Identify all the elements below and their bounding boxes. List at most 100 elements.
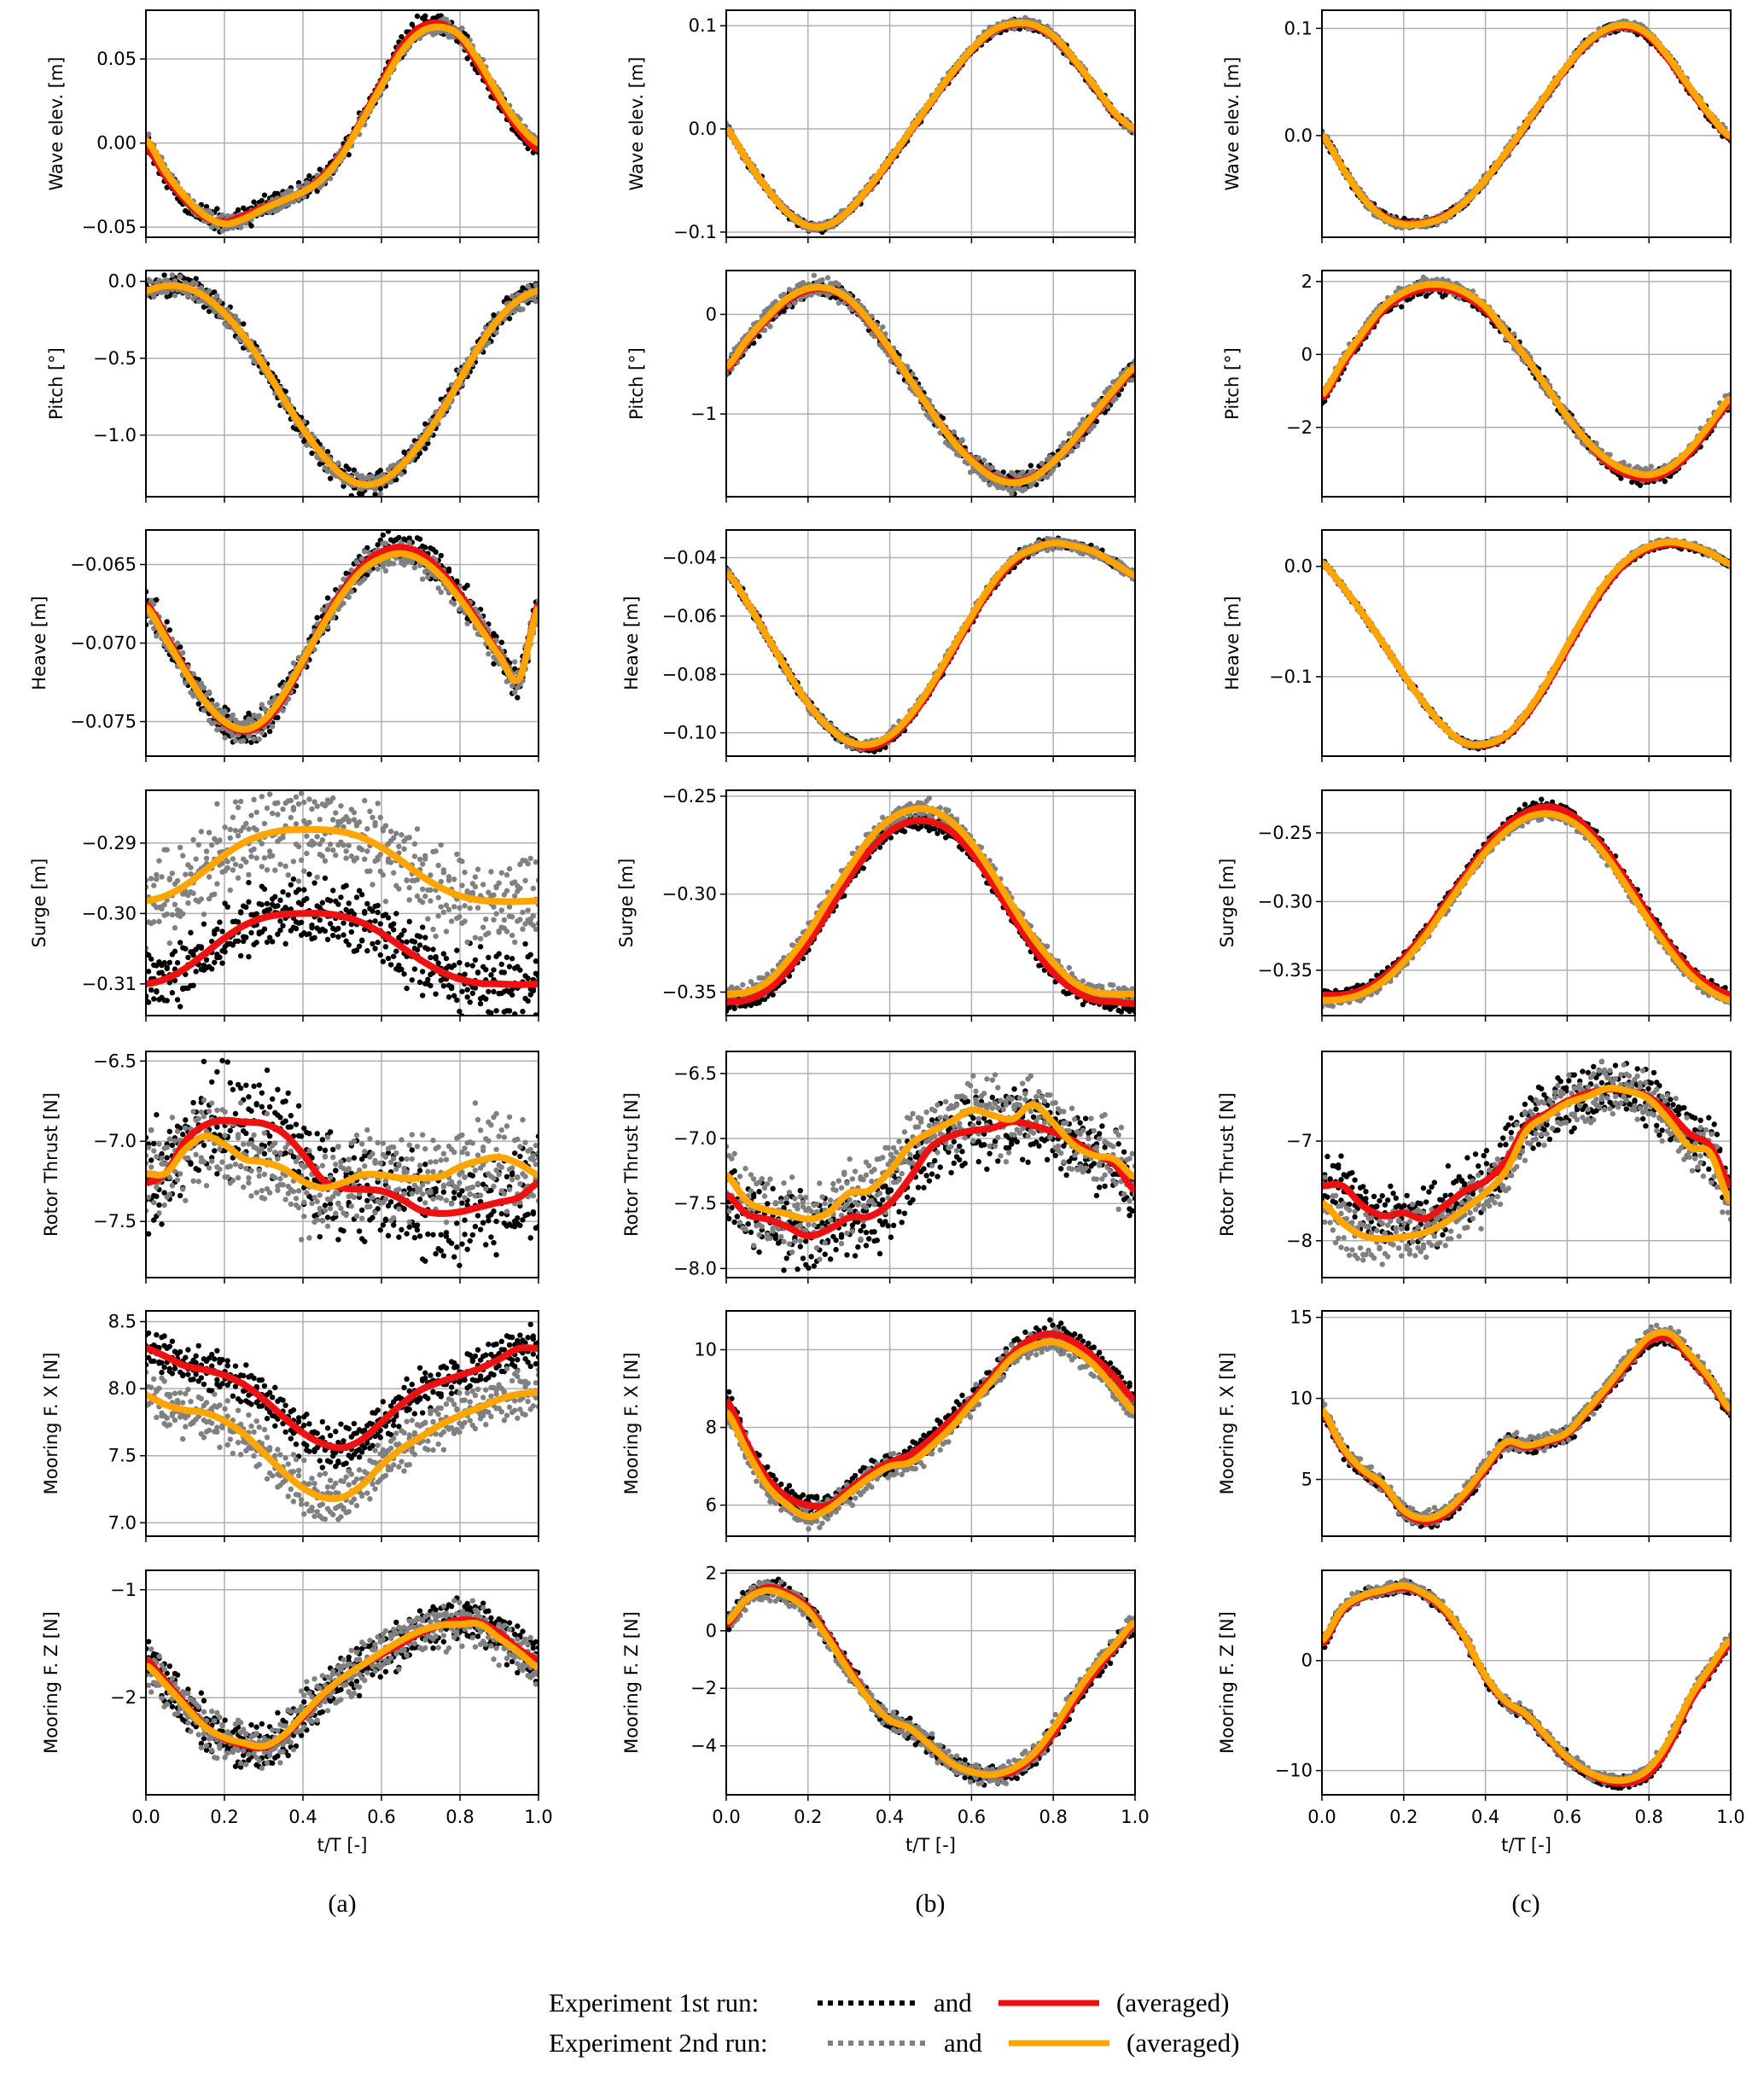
scatter-point (198, 1158, 205, 1165)
scatter-point (451, 962, 457, 969)
scatter-point (243, 904, 249, 911)
scatter-point (174, 1128, 181, 1134)
scatter-point (362, 1149, 368, 1155)
scatter-point (272, 1140, 278, 1146)
scatter-point (501, 925, 508, 931)
scatter-point (269, 853, 276, 859)
scatter-point (377, 1435, 383, 1441)
scatter-point (282, 1098, 288, 1104)
scatter-point (520, 306, 526, 312)
scatter-point (411, 939, 418, 945)
scatter-point (520, 1116, 526, 1123)
scatter-point (416, 942, 423, 948)
scatter-point (506, 1114, 513, 1120)
scatter-point (486, 988, 492, 995)
scatter-point (527, 1363, 533, 1370)
scatter-point (380, 872, 387, 878)
scatter-point (190, 836, 196, 843)
scatter-point (177, 274, 183, 280)
y-tick-label: −6.5 (93, 1051, 137, 1071)
scatter-point (232, 1383, 239, 1389)
scatter-point (261, 855, 268, 861)
scatter-point (375, 542, 381, 548)
scatter-point (335, 934, 341, 940)
scatter-point (443, 1220, 450, 1226)
scatter-point (474, 905, 481, 911)
scatter-point (261, 1130, 268, 1136)
scatter-point (351, 911, 358, 917)
scatter-point (208, 1158, 215, 1164)
scatter-point (433, 1250, 439, 1257)
scatter-point (488, 1234, 494, 1240)
scatter-point (322, 1154, 329, 1160)
scatter-point (454, 947, 460, 953)
scatter-point (275, 812, 281, 818)
scatter-point (348, 1203, 355, 1209)
scatter-point (295, 878, 302, 884)
scatter-point (501, 1134, 508, 1140)
scatter-point (324, 1223, 331, 1229)
scatter-point (203, 855, 210, 861)
scatter-point (164, 964, 170, 970)
scatter-point (304, 833, 310, 839)
scatter-point (391, 835, 397, 841)
scatter-point (438, 589, 444, 596)
scatter-point (488, 1010, 494, 1016)
scatter-point (462, 903, 468, 909)
scatter-point (338, 894, 344, 900)
scatter-point (266, 209, 273, 216)
scatter-point (425, 916, 431, 922)
scatter-point (201, 1097, 207, 1103)
scatter-point (183, 1155, 189, 1162)
scatter-point (404, 1156, 410, 1162)
scatter-point (454, 851, 460, 858)
scatter-point (243, 859, 249, 865)
scatter-point (224, 1059, 230, 1065)
scatter-point (156, 858, 162, 864)
scatter-point (148, 1164, 154, 1170)
scatter-point (399, 33, 405, 40)
scatter-point (259, 1090, 265, 1096)
scatter-point (477, 1376, 484, 1383)
scatter-point (401, 971, 407, 977)
scatter-point (301, 868, 307, 874)
scatter-point (237, 1399, 244, 1405)
scatter-point (251, 796, 257, 803)
scatter-point (443, 929, 450, 935)
scatter-point (356, 888, 363, 894)
scatter-point (148, 956, 154, 962)
scatter-point (266, 848, 273, 854)
scatter-point (172, 293, 178, 299)
scatter-point (399, 1226, 405, 1233)
scatter-point (454, 1184, 460, 1191)
scatter-point (362, 856, 368, 862)
scatter-point (430, 1196, 436, 1202)
scatter-point (438, 1232, 444, 1237)
scatter-point (416, 934, 423, 940)
scatter-point (414, 893, 421, 900)
scatter-point (459, 1169, 465, 1175)
axes-frame (145, 789, 539, 1016)
scatter-point (451, 904, 457, 910)
scatter-point (404, 877, 410, 883)
scatter-point (266, 935, 273, 940)
scatter-point (243, 1130, 249, 1137)
scatter-point (219, 1057, 225, 1063)
scatter-point (362, 1238, 368, 1244)
scatter-point (195, 1115, 201, 1121)
scatter-point (227, 1163, 233, 1169)
averaged-line-run1 (146, 19, 539, 226)
scatter-point (169, 990, 176, 996)
scatter-point (219, 929, 225, 935)
scatter-point (396, 1206, 402, 1212)
scatter-point (385, 915, 392, 921)
scatter-point (520, 909, 526, 916)
scatter-point (416, 1233, 423, 1239)
scatter-point (422, 421, 428, 428)
scatter-point (404, 939, 410, 945)
scatter-point (206, 689, 212, 696)
scatter-point (477, 1192, 484, 1198)
scatter-point (459, 1149, 465, 1156)
scatter-point (343, 848, 349, 854)
